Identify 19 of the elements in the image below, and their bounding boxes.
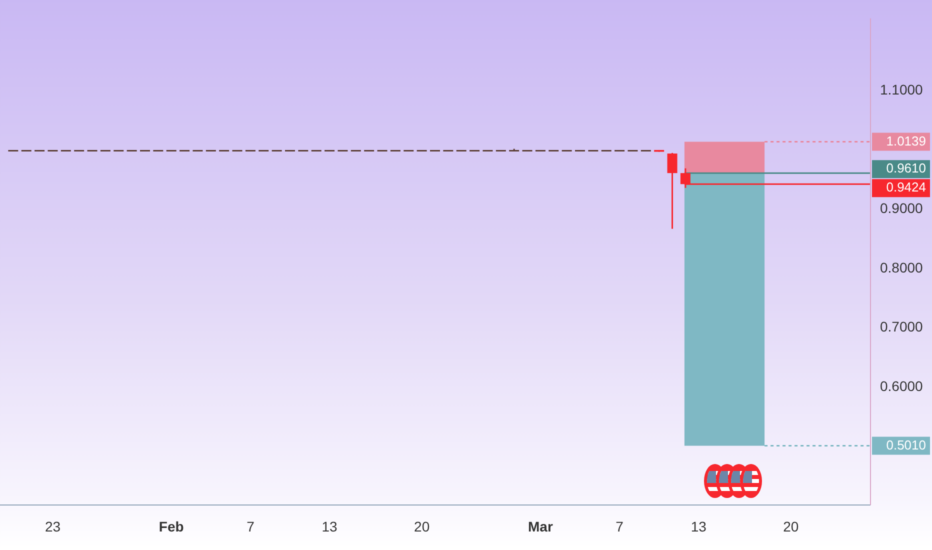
x-tick-label: 20 [414, 518, 430, 534]
candlestick [667, 152, 678, 230]
x-tick-label: 23 [44, 518, 61, 534]
y-tick-label: 0.6000 [880, 378, 924, 394]
x-tick-label: 13 [322, 518, 338, 534]
y-tick-label: 0.9000 [880, 200, 924, 216]
y-tick-label: 0.8000 [880, 259, 924, 276]
x-tick-label: 7 [616, 518, 624, 534]
x-tick-label: 20 [783, 518, 799, 534]
band-label: 1.0139 [886, 133, 926, 148]
y-tick-label: 0.7000 [880, 318, 924, 335]
ref-line-label: 0.9610 [886, 160, 926, 176]
x-tick-label: Feb [158, 518, 184, 534]
x-tick-label: 13 [690, 518, 707, 534]
x-tick-label: Mar [528, 518, 554, 534]
y-tick-label: 1.1000 [880, 82, 924, 98]
ref-line-label: 0.9424 [886, 180, 926, 195]
x-tick-label: 7 [246, 518, 255, 534]
band-label: 0.5010 [886, 437, 926, 452]
